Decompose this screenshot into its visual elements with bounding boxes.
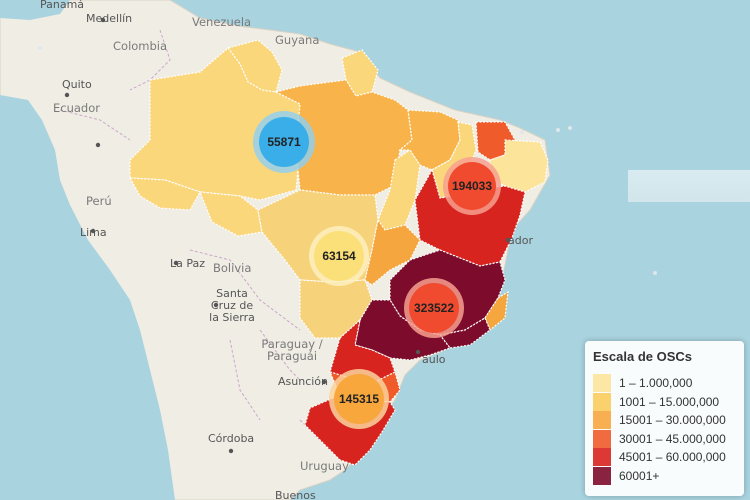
label-colombia: Colombia <box>113 39 167 53</box>
legend-swatch <box>593 448 611 467</box>
pacific-ocean <box>0 95 175 500</box>
legend-row: 45001 – 60.000,000 <box>593 448 736 467</box>
state-goias <box>364 218 421 286</box>
cluster-southeast-count: 323522 <box>414 301 454 315</box>
cluster-south-count: 145315 <box>339 392 379 406</box>
cluster-markers[interactable]: 55871 194033 63154 323522 145315 <box>253 111 501 429</box>
pacific-ocean-top <box>0 0 70 20</box>
label-cordoba: Córdoba <box>208 432 254 445</box>
legend-label: 15001 – 30.000,000 <box>619 413 726 428</box>
legend-label: 45001 – 60.000,000 <box>619 450 726 465</box>
label-uruguay: Uruguay <box>300 459 349 473</box>
legend-row: 30001 – 45.000,000 <box>593 429 736 449</box>
legend-row: 60001+ <box>593 466 736 486</box>
country-borders <box>59 29 331 451</box>
legend-row: 1001 – 15.000,000 <box>593 392 736 412</box>
label-bolivia: Bolivia <box>213 261 251 275</box>
state-acre <box>128 177 201 211</box>
state-maranhao <box>398 109 461 171</box>
cluster-north-count: 55871 <box>267 135 301 149</box>
label-salvador: ador <box>508 234 533 247</box>
cluster-northeast[interactable]: 194033 <box>443 157 501 215</box>
legend-label: 30001 – 45.000,000 <box>619 431 726 446</box>
legend-swatch <box>593 374 611 393</box>
cluster-centerwest[interactable]: 63154 <box>309 226 369 286</box>
map-overlay-strip <box>628 170 750 202</box>
legend-label: 1 – 1.000,000 <box>619 376 693 391</box>
state-es <box>484 290 509 331</box>
state-para <box>274 79 413 196</box>
label-buenos: Buenos <box>275 489 316 500</box>
islands <box>38 46 657 275</box>
label-quito: Quito <box>62 78 92 91</box>
legend-swatch <box>593 392 611 411</box>
cluster-southeast[interactable]: 323522 <box>404 278 464 338</box>
legend-swatch <box>593 411 611 430</box>
legend-row: 15001 – 30.000,000 <box>593 411 736 430</box>
legend-swatch <box>593 429 611 448</box>
legend-panel: Escala de OSCs 1 – 1.000,000 1001 – 15.0… <box>585 341 744 496</box>
legend-label: 60001+ <box>619 468 660 483</box>
place-labels: Panamá Medellín Venezuela Colombia Guyan… <box>40 0 533 500</box>
label-panama: Panamá <box>40 0 84 11</box>
city-markers <box>64 17 511 454</box>
label-la-paz: La Paz <box>170 257 205 270</box>
label-asuncion: Asunción <box>278 375 328 388</box>
label-medellin: Medellín <box>86 12 132 25</box>
label-sao-paulo: aulo <box>422 353 446 366</box>
label-paraguay: Paraguay / Paraguái <box>261 337 322 363</box>
label-venezuela: Venezuela <box>192 15 251 29</box>
label-lima: Lima <box>80 226 107 239</box>
legend-label: 1001 – 15.000,000 <box>619 394 720 409</box>
cluster-north[interactable]: 55871 <box>253 111 315 173</box>
cluster-south[interactable]: 145315 <box>329 369 389 429</box>
legend-swatch <box>593 466 611 485</box>
brazil-states <box>128 39 549 466</box>
cluster-centerwest-count: 63154 <box>322 249 356 263</box>
label-ecuador: Ecuador <box>53 101 100 115</box>
label-guyana: Guyana <box>275 33 319 47</box>
legend-row: 1 – 1.000,000 <box>593 374 736 393</box>
legend-title: Escala de OSCs <box>593 349 692 364</box>
cluster-northeast-count: 194033 <box>452 179 492 193</box>
label-peru: Perú <box>86 194 112 208</box>
state-rj <box>438 317 491 349</box>
label-santa-cruz: Santa Cruz de la Sierra <box>209 287 255 324</box>
